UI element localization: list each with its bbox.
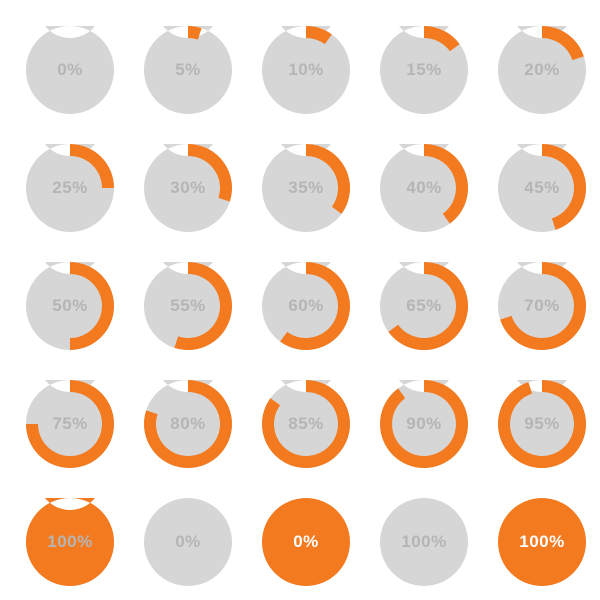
percent-gauge-85: 85% xyxy=(262,380,350,468)
gauge-label: 100% xyxy=(498,498,586,586)
gauge-cell: 20% xyxy=(494,22,590,118)
gauge-label: 60% xyxy=(262,262,350,350)
gauge-label: 75% xyxy=(26,380,114,468)
percent-gauge-30: 30% xyxy=(144,144,232,232)
gauge-cell: 10% xyxy=(258,22,354,118)
gauge-cell: 100% xyxy=(494,494,590,590)
percent-gauge-100: 100% xyxy=(498,498,586,586)
percent-gauge-90: 90% xyxy=(380,380,468,468)
percent-gauge-55: 55% xyxy=(144,262,232,350)
gauge-cell: 50% xyxy=(22,258,118,354)
gauge-label: 80% xyxy=(144,380,232,468)
gauge-cell: 35% xyxy=(258,140,354,236)
gauge-cell: 70% xyxy=(494,258,590,354)
gauge-label: 90% xyxy=(380,380,468,468)
gauge-label: 50% xyxy=(26,262,114,350)
percent-gauge-20: 20% xyxy=(498,26,586,114)
gauge-cell: 95% xyxy=(494,376,590,472)
gauge-cell: 40% xyxy=(376,140,472,236)
gauge-label: 5% xyxy=(144,26,232,114)
gauge-label: 45% xyxy=(498,144,586,232)
percent-gauge-5: 5% xyxy=(144,26,232,114)
gauge-label: 100% xyxy=(380,498,468,586)
gauge-label: 0% xyxy=(262,498,350,586)
gauge-label: 40% xyxy=(380,144,468,232)
percent-gauge-100: 100% xyxy=(26,498,114,586)
percent-gauge-100: 100% xyxy=(380,498,468,586)
percent-gauge-35: 35% xyxy=(262,144,350,232)
gauge-cell: 75% xyxy=(22,376,118,472)
gauge-cell: 25% xyxy=(22,140,118,236)
gauge-label: 25% xyxy=(26,144,114,232)
gauge-label: 100% xyxy=(26,498,114,586)
percent-gauge-10: 10% xyxy=(262,26,350,114)
gauge-label: 95% xyxy=(498,380,586,468)
gauge-label: 55% xyxy=(144,262,232,350)
gauge-cell: 55% xyxy=(140,258,236,354)
gauge-cell: 80% xyxy=(140,376,236,472)
gauge-cell: 0% xyxy=(258,494,354,590)
percent-gauge-65: 65% xyxy=(380,262,468,350)
percent-gauge-60: 60% xyxy=(262,262,350,350)
gauge-label: 15% xyxy=(380,26,468,114)
gauge-label: 0% xyxy=(144,498,232,586)
gauge-cell: 15% xyxy=(376,22,472,118)
gauge-cell: 100% xyxy=(376,494,472,590)
gauge-cell: 45% xyxy=(494,140,590,236)
percent-gauge-50: 50% xyxy=(26,262,114,350)
percent-gauge-15: 15% xyxy=(380,26,468,114)
percent-gauge-0: 0% xyxy=(144,498,232,586)
percent-gauge-25: 25% xyxy=(26,144,114,232)
percent-gauge-grid: 0% 5% 10% 15% 20% 25% 30% 35% 40% 45% 50% 55% 60% 65%… xyxy=(0,0,600,600)
gauge-cell: 30% xyxy=(140,140,236,236)
gauge-label: 35% xyxy=(262,144,350,232)
percent-gauge-0: 0% xyxy=(262,498,350,586)
percent-gauge-75: 75% xyxy=(26,380,114,468)
gauge-label: 0% xyxy=(26,26,114,114)
percent-gauge-80: 80% xyxy=(144,380,232,468)
gauge-cell: 0% xyxy=(22,22,118,118)
gauge-cell: 65% xyxy=(376,258,472,354)
gauge-cell: 90% xyxy=(376,376,472,472)
gauge-cell: 5% xyxy=(140,22,236,118)
percent-gauge-0: 0% xyxy=(26,26,114,114)
gauge-label: 85% xyxy=(262,380,350,468)
gauge-cell: 100% xyxy=(22,494,118,590)
gauge-cell: 0% xyxy=(140,494,236,590)
percent-gauge-45: 45% xyxy=(498,144,586,232)
gauge-label: 10% xyxy=(262,26,350,114)
percent-gauge-40: 40% xyxy=(380,144,468,232)
gauge-label: 30% xyxy=(144,144,232,232)
percent-gauge-95: 95% xyxy=(498,380,586,468)
gauge-label: 70% xyxy=(498,262,586,350)
gauge-cell: 60% xyxy=(258,258,354,354)
gauge-label: 20% xyxy=(498,26,586,114)
gauge-cell: 85% xyxy=(258,376,354,472)
gauge-label: 65% xyxy=(380,262,468,350)
percent-gauge-70: 70% xyxy=(498,262,586,350)
